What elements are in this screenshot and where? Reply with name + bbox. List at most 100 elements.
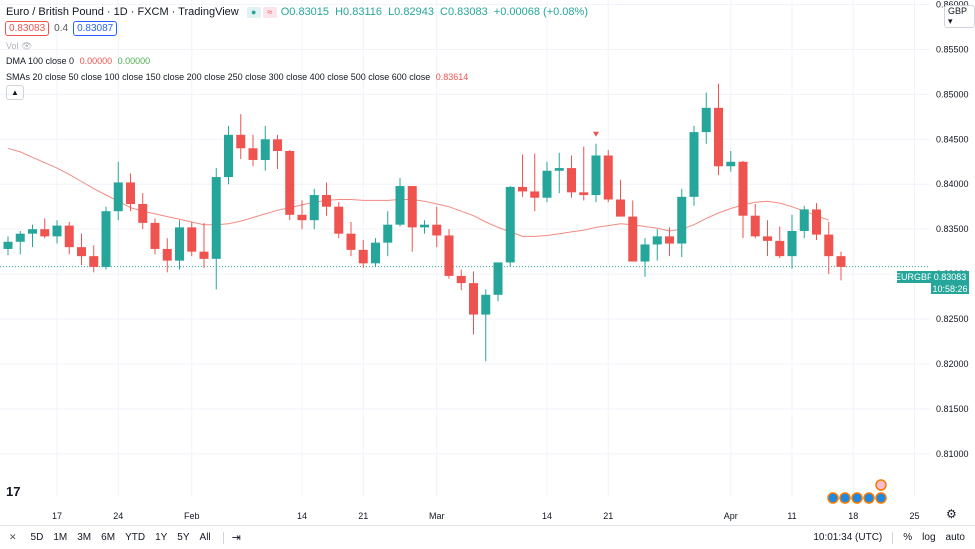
candle[interactable] [52,220,62,244]
range-ytd[interactable]: YTD [125,532,146,543]
event-icon-3[interactable] [851,492,863,504]
candle[interactable] [236,114,246,160]
close-icon[interactable]: ✕ [9,532,17,542]
candle[interactable] [77,233,86,266]
candle[interactable] [3,236,13,256]
event-icon-4[interactable] [863,492,875,504]
candle[interactable] [138,193,148,230]
clock-time[interactable]: 10:01:34 (UTC) [813,532,883,543]
candle[interactable] [150,218,160,255]
gear-icon[interactable]: ⚙ [946,507,957,521]
candle[interactable] [603,150,613,203]
candle[interactable] [420,220,429,234]
candle[interactable] [162,238,172,273]
sell-button[interactable]: 0.83083 [5,21,50,36]
event-flag-icon[interactable] [875,479,887,491]
candle[interactable] [211,168,221,290]
event-icon-2[interactable] [839,492,851,504]
range-1m[interactable]: 1M [53,532,68,543]
candle[interactable] [591,143,601,203]
candle[interactable] [456,269,466,291]
range-5y[interactable]: 5Y [177,532,190,543]
price-axis-bg[interactable] [930,0,975,525]
market-open-icon[interactable]: ● [246,6,261,18]
candle[interactable] [518,154,527,197]
candle[interactable] [677,188,687,258]
candle[interactable] [444,229,454,279]
candle[interactable] [432,206,442,248]
candle[interactable] [812,203,821,240]
candle[interactable] [787,214,797,269]
candle[interactable] [505,186,515,267]
candle[interactable] [395,177,405,227]
candle[interactable] [383,211,393,257]
candle[interactable] [40,218,50,239]
candle[interactable] [371,238,380,267]
candle[interactable] [579,146,589,201]
eye-hidden-icon[interactable]: 👁︎ [21,41,33,51]
candle[interactable] [346,221,356,257]
log-toggle[interactable]: log [922,532,936,543]
candle[interactable] [64,221,74,255]
candle[interactable] [28,224,37,248]
candle[interactable] [738,160,748,239]
candle[interactable] [89,245,99,273]
candle[interactable] [187,221,197,257]
dma-indicator[interactable]: DMA 100 close 0 0.00000 0.00000 [6,56,150,66]
symbol-title[interactable]: Euro / British Pound · 1D · FXCM · Tradi… [6,6,239,18]
candle[interactable] [701,92,711,144]
candle[interactable] [260,125,270,171]
collapse-indicators-button[interactable]: ▲ [6,85,24,100]
candle[interactable] [628,200,638,262]
candle[interactable] [530,153,540,212]
candle[interactable] [640,238,650,277]
candle[interactable] [836,251,846,281]
candle[interactable] [15,230,25,255]
range-5d[interactable]: 5D [30,532,44,543]
range-3m[interactable]: 3M [77,532,92,543]
candle[interactable] [126,173,135,212]
candle[interactable] [273,134,282,169]
candle[interactable] [542,161,552,203]
currency-selector[interactable]: GBP ▾ [944,5,975,28]
candle[interactable] [224,125,233,185]
range-1y[interactable]: 1Y [155,532,168,543]
candle[interactable] [665,227,674,257]
candle[interactable] [714,83,723,176]
candle[interactable] [775,226,785,258]
events-markers[interactable] [823,478,893,506]
candle[interactable] [297,200,307,230]
auto-toggle[interactable]: auto [945,532,965,543]
candle[interactable] [113,161,123,221]
candle[interactable] [824,221,834,275]
tradingview-logo-icon[interactable]: 17 [6,484,21,499]
candle[interactable] [309,188,319,230]
candle[interactable] [652,229,662,261]
candle[interactable] [689,125,699,206]
go-to-date-icon[interactable]: ⇥ [231,532,241,544]
candle[interactable] [481,289,491,362]
candle[interactable] [750,204,760,239]
candle[interactable] [407,186,417,252]
buy-button[interactable]: 0.83087 [73,21,118,36]
candle[interactable] [799,205,809,239]
candle[interactable] [199,222,209,268]
candle[interactable] [616,179,625,217]
range-6m[interactable]: 6M [101,532,116,543]
candle[interactable] [726,150,736,172]
candle[interactable] [358,239,368,268]
smas-indicator[interactable]: SMAs 20 close 50 close 100 close 150 clo… [6,72,468,82]
range-all[interactable]: All [199,532,211,543]
event-icon-1[interactable] [827,492,839,504]
candle[interactable] [285,150,295,221]
candle[interactable] [175,220,184,270]
candle[interactable] [763,220,772,257]
candle[interactable] [493,262,503,302]
percent-toggle[interactable]: % [903,532,913,543]
vol-indicator[interactable]: Vol 👁︎ [6,41,32,52]
compare-icon[interactable]: ≈ [262,6,277,18]
candle[interactable] [101,206,111,270]
candle[interactable] [334,202,344,239]
candle[interactable] [567,155,576,198]
